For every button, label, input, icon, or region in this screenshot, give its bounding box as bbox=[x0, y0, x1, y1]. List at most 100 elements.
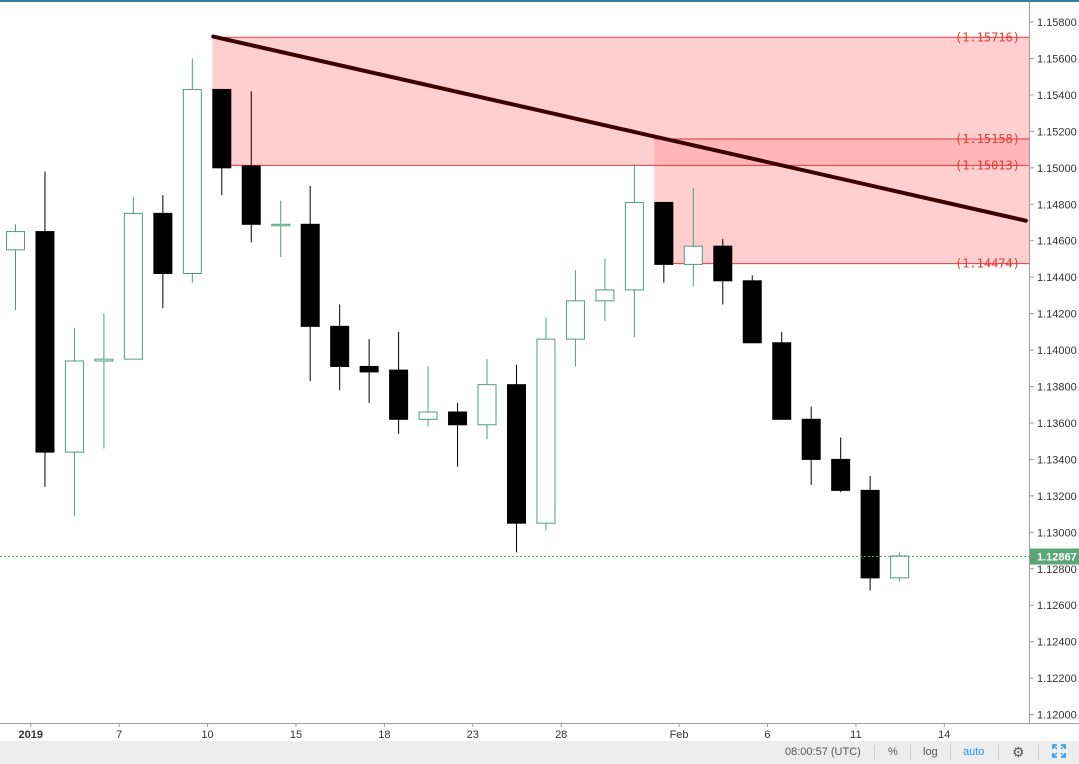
candle-body bbox=[182, 88, 202, 275]
price-chart[interactable]: (1.15716) (1.15158) (1.15013) (1.14474) 1.1… bbox=[0, 0, 1079, 741]
candle bbox=[565, 269, 585, 367]
candle bbox=[860, 475, 880, 591]
candle-body bbox=[153, 212, 173, 275]
gear-icon[interactable]: ⚙ bbox=[1012, 744, 1025, 760]
candle bbox=[448, 402, 468, 467]
x-tick-label: 15 bbox=[290, 729, 302, 741]
y-tick-label: 1.14000 bbox=[1037, 345, 1077, 357]
y-tick-label: 1.13400 bbox=[1037, 454, 1077, 466]
candle bbox=[35, 171, 55, 487]
candle bbox=[654, 201, 674, 283]
candle-body bbox=[300, 223, 320, 327]
toolbar-divider bbox=[874, 745, 875, 760]
y-tick-label: 1.15200 bbox=[1037, 126, 1077, 138]
y-tick-label: 1.15400 bbox=[1037, 90, 1077, 102]
toolbar-divider bbox=[998, 745, 999, 760]
y-tick-label: 1.13600 bbox=[1037, 418, 1077, 430]
x-tick-label: 10 bbox=[201, 729, 213, 741]
candle bbox=[271, 200, 291, 258]
candles-layer bbox=[6, 58, 910, 591]
candle bbox=[890, 552, 910, 582]
candle-body bbox=[389, 369, 409, 420]
y-tick-label: 1.13200 bbox=[1037, 491, 1077, 503]
y-tick-label: 1.15600 bbox=[1037, 53, 1077, 65]
candle bbox=[212, 88, 232, 196]
fullscreen-icon[interactable] bbox=[1052, 744, 1066, 761]
candle-body bbox=[595, 289, 615, 302]
candle-body bbox=[271, 223, 291, 227]
toolbar-divider bbox=[950, 745, 951, 760]
level-label: (1.14474) bbox=[955, 257, 1020, 271]
level-label: (1.15158) bbox=[955, 132, 1020, 146]
candle bbox=[94, 313, 114, 449]
y-tick-label: 1.12600 bbox=[1037, 600, 1077, 612]
y-tick-label: 1.14600 bbox=[1037, 236, 1077, 248]
x-tick-label: 28 bbox=[555, 729, 567, 741]
candle-body bbox=[742, 280, 762, 344]
candle-body bbox=[359, 365, 379, 373]
candle-body bbox=[330, 325, 350, 367]
candle bbox=[801, 406, 821, 485]
candle-body bbox=[890, 555, 910, 579]
candle bbox=[713, 238, 733, 305]
candle-body bbox=[831, 458, 851, 491]
candle-body bbox=[94, 358, 114, 362]
log-scale-button[interactable]: log bbox=[923, 746, 938, 758]
candle-body bbox=[6, 231, 25, 251]
candle-body bbox=[536, 338, 556, 524]
supply-zone-2 bbox=[654, 139, 1029, 264]
candle bbox=[123, 196, 143, 360]
candle-body bbox=[418, 411, 438, 420]
y-tick-label: 1.12800 bbox=[1037, 564, 1077, 576]
candle bbox=[683, 187, 703, 287]
x-tick-label: 6 bbox=[764, 729, 770, 741]
zones-layer bbox=[212, 37, 1030, 264]
candle bbox=[595, 258, 615, 321]
auto-scale-button[interactable]: auto bbox=[963, 746, 985, 758]
time-axis[interactable]: 2019 7 10 15 18 23 28 Feb 6 11 14 bbox=[18, 723, 950, 741]
level-label: (1.15716) bbox=[955, 30, 1020, 44]
toolbar-divider bbox=[910, 745, 911, 760]
candle bbox=[153, 195, 173, 309]
y-tick-label: 1.13000 bbox=[1037, 527, 1077, 539]
trendline-layer bbox=[211, 34, 1028, 223]
candle bbox=[831, 437, 851, 493]
candle-body bbox=[713, 245, 733, 282]
x-tick-label: 2019 bbox=[18, 729, 42, 741]
y-tick-label: 1.12400 bbox=[1037, 637, 1077, 649]
candle bbox=[536, 317, 556, 531]
y-tick-label: 1.14200 bbox=[1037, 309, 1077, 321]
candle bbox=[418, 366, 438, 427]
x-tick-label: 23 bbox=[467, 729, 479, 741]
y-tick-label: 1.15000 bbox=[1037, 163, 1077, 175]
y-tick-label: 1.14400 bbox=[1037, 272, 1077, 284]
x-tick-label: 7 bbox=[116, 729, 122, 741]
candle-body bbox=[64, 360, 84, 453]
price-axis[interactable]: 1.15800 1.15600 1.15400 1.15200 1.15000 1.148… bbox=[1029, 17, 1077, 722]
candle-body bbox=[448, 411, 468, 426]
y-tick-label: 1.12000 bbox=[1037, 710, 1077, 722]
candle-body bbox=[241, 165, 261, 225]
candle-body bbox=[654, 201, 674, 265]
candle-body bbox=[565, 300, 585, 340]
candle bbox=[182, 58, 202, 283]
y-tick-label: 1.13800 bbox=[1037, 382, 1077, 394]
candle bbox=[241, 91, 261, 243]
candle-body bbox=[212, 88, 232, 169]
candle-body bbox=[477, 384, 497, 426]
top-accent-line bbox=[0, 0, 1079, 2]
candle-body bbox=[35, 231, 55, 453]
candle-body bbox=[801, 418, 821, 460]
last-price-label: 1.12867 bbox=[1037, 552, 1077, 564]
percent-scale-button[interactable]: % bbox=[888, 746, 898, 758]
candle-body bbox=[683, 245, 703, 265]
level-label: (1.15013) bbox=[955, 158, 1020, 172]
y-tick-label: 1.12200 bbox=[1037, 673, 1077, 685]
trendline bbox=[211, 34, 1028, 223]
last-price-layer: 1.12867 bbox=[0, 548, 1079, 565]
levels-layer: (1.15716) (1.15158) (1.15013) (1.14474) bbox=[212, 30, 1029, 271]
utc-clock: 08:00:57 (UTC) bbox=[785, 746, 861, 758]
candle-body bbox=[506, 384, 526, 524]
y-tick-label: 1.14800 bbox=[1037, 199, 1077, 211]
candle bbox=[506, 364, 526, 553]
